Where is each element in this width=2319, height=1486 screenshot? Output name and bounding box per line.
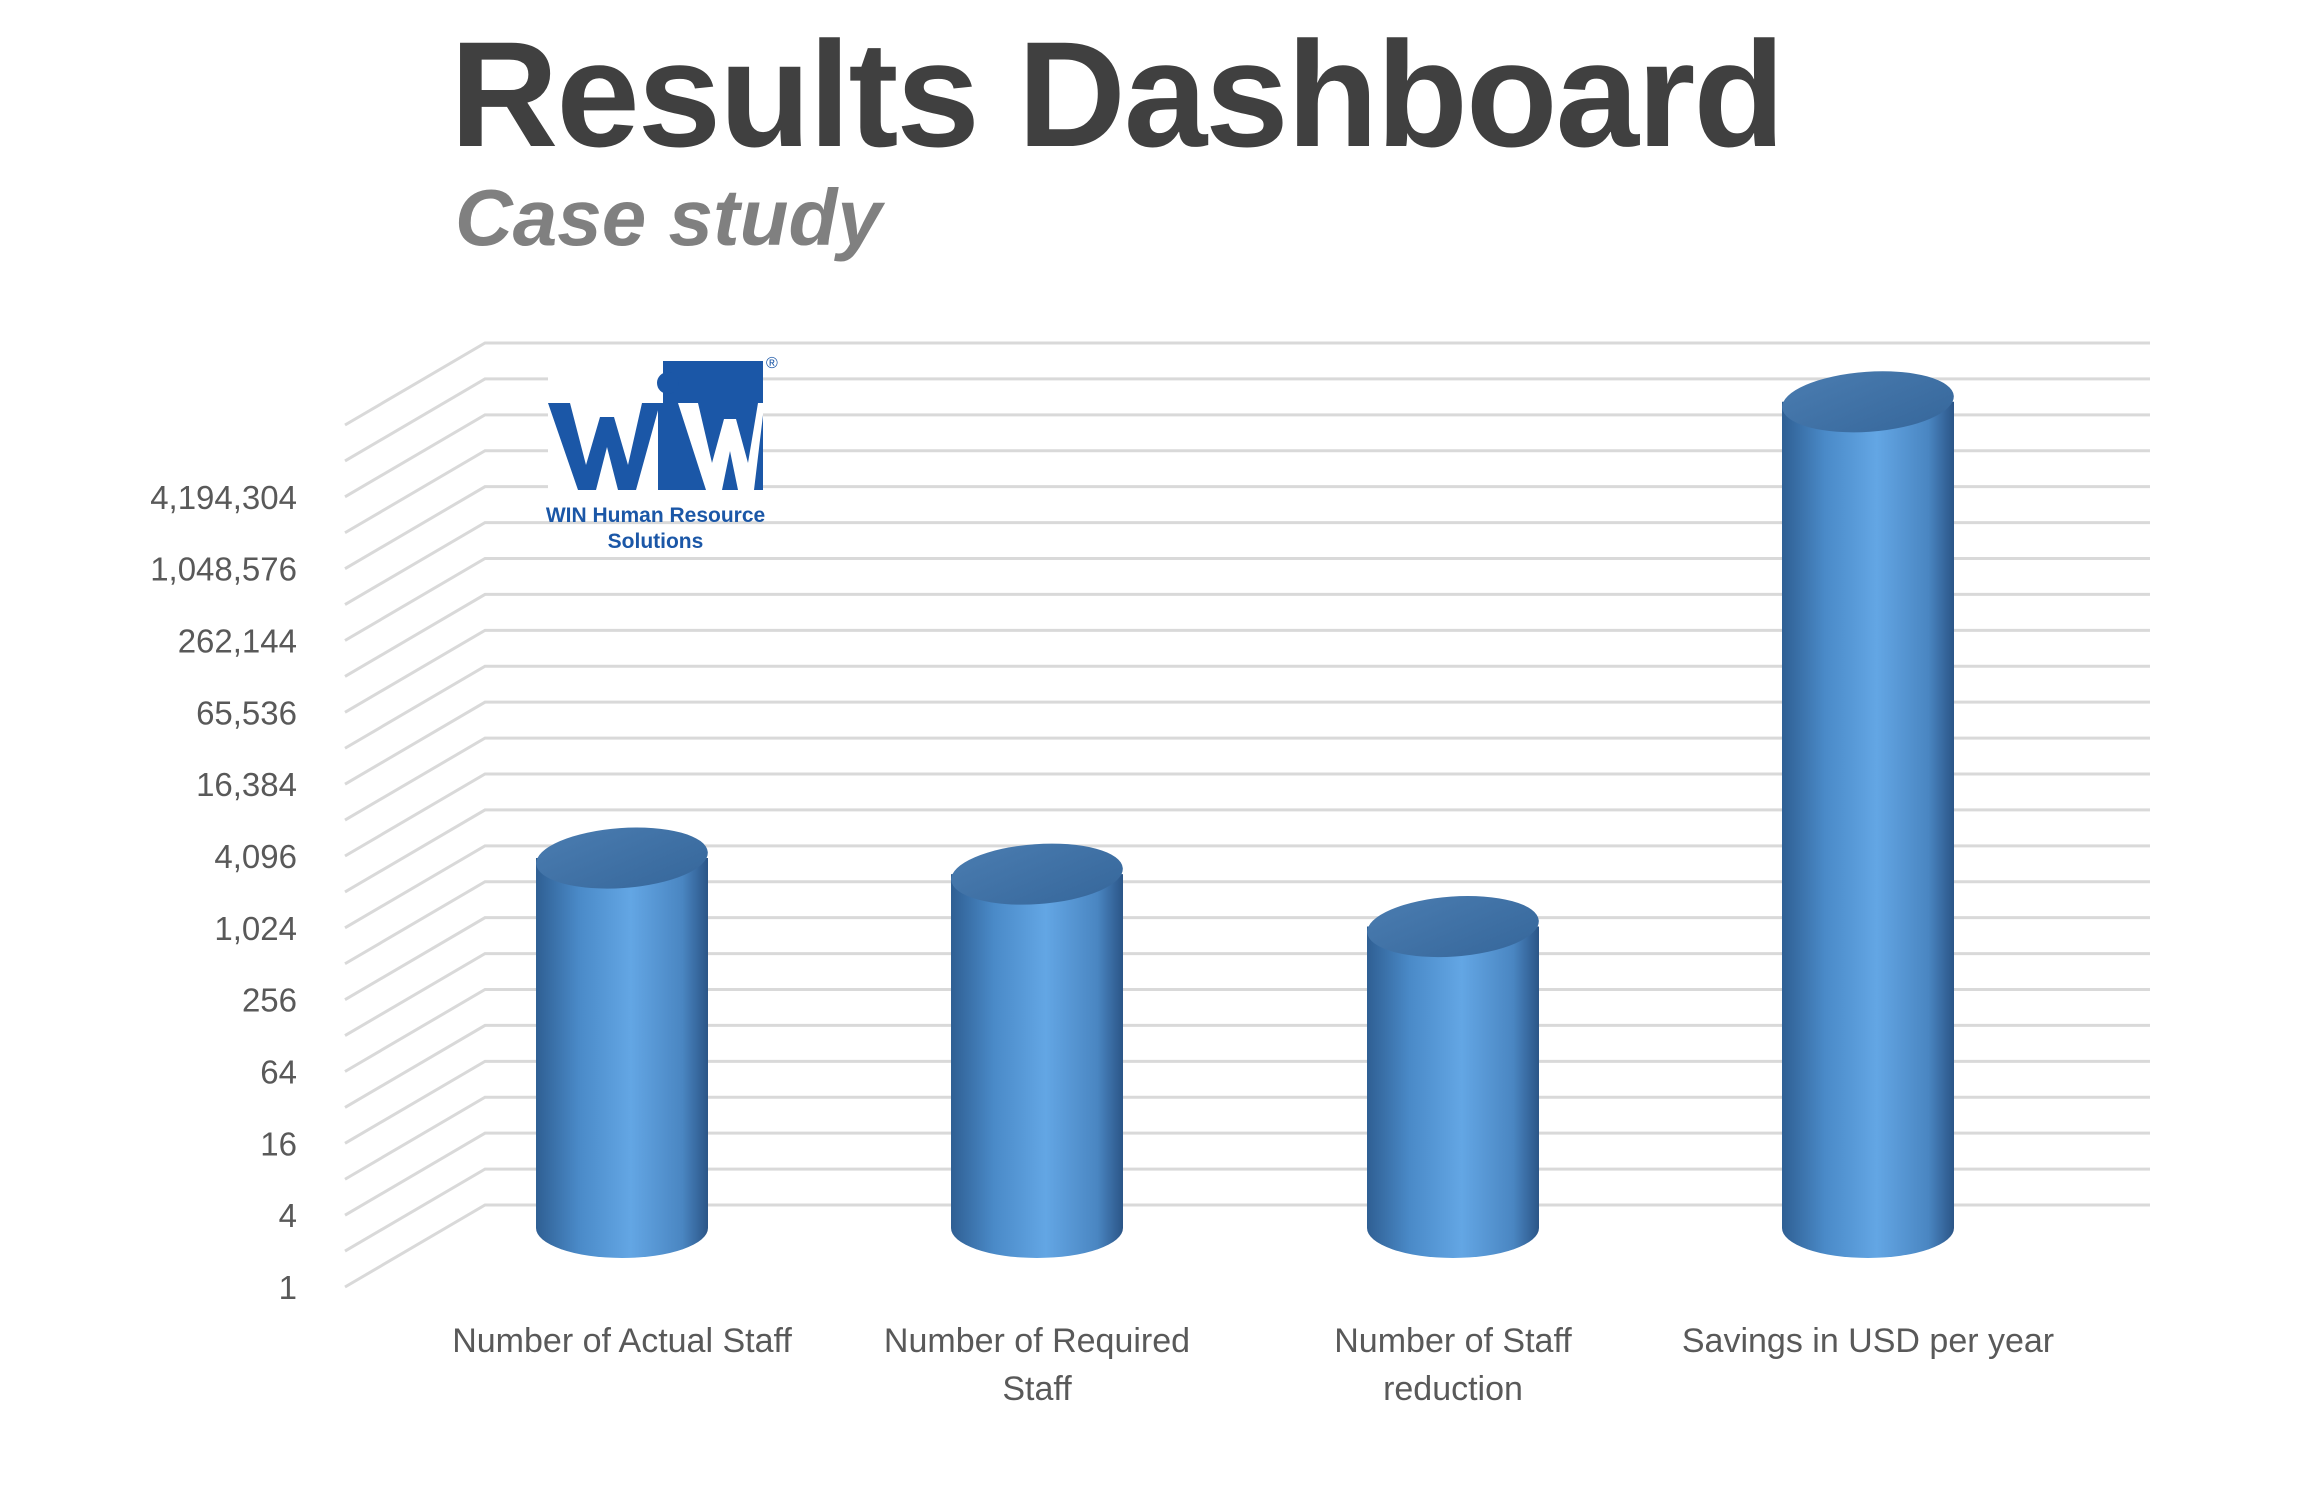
gridline	[344, 413, 2150, 499]
bar	[1367, 896, 1539, 1258]
win-logo-icon	[548, 355, 763, 490]
bars	[536, 371, 1954, 1259]
logo-company-name: WIN Human Resource Solutions	[528, 503, 783, 555]
y-tick-label: 1,048,576	[150, 551, 297, 588]
y-tick-label: 1,024	[214, 910, 297, 947]
bar	[951, 843, 1123, 1258]
gridline	[344, 1167, 2150, 1253]
gridline	[344, 736, 2150, 822]
y-tick-label: 4	[279, 1197, 297, 1234]
gridline	[344, 557, 2150, 642]
x-category-label: reduction	[1383, 1370, 1523, 1408]
gridline	[344, 377, 2150, 463]
y-tick-label: 262,144	[178, 623, 297, 660]
gridline	[344, 700, 2150, 786]
gridline	[344, 952, 2150, 1037]
gridlines	[344, 341, 2150, 1289]
y-tick-label: 4,096	[214, 838, 297, 875]
gridline	[344, 772, 2150, 858]
gridline	[344, 844, 2150, 930]
gridline	[344, 664, 2150, 750]
gridline	[344, 485, 2150, 570]
page-subtitle: Case study	[455, 173, 882, 262]
gridline	[344, 880, 2150, 966]
bar	[1782, 371, 1954, 1259]
gridline	[344, 341, 2150, 427]
logo-company-line-1: WIN Human Resource	[545, 504, 766, 527]
x-category-label: Number of Staff	[1334, 1322, 1572, 1360]
gridline	[344, 1059, 2150, 1145]
gridline	[344, 988, 2150, 1073]
registered-mark: ®	[766, 355, 778, 372]
gridline	[344, 808, 2150, 894]
gridline	[344, 1023, 2150, 1109]
x-category-label: Savings in USD per year	[1682, 1322, 2054, 1360]
page-title: Results Dashboard	[450, 10, 1785, 178]
y-tick-label: 64	[260, 1054, 297, 1091]
gridline	[344, 592, 2150, 678]
y-tick-label: 4,194,304	[150, 479, 297, 516]
gridline	[344, 1131, 2150, 1217]
logo-company-line-2: Solutions	[607, 530, 704, 553]
x-axis-labels: Number of Actual Staff Number of Required…	[452, 1322, 2054, 1408]
gridline	[344, 628, 2150, 714]
y-tick-label: 16	[260, 1125, 297, 1162]
y-tick-label: 1	[279, 1269, 297, 1306]
bar	[536, 827, 708, 1258]
x-category-label: Staff	[1002, 1370, 1072, 1408]
y-tick-label: 16,384	[196, 766, 297, 803]
y-axis-ticks: 1 4 16 64 256 1,024 4,096 16,384 65,536 262,144 1,…	[150, 479, 297, 1306]
gridline	[344, 1095, 2150, 1181]
gridline	[344, 916, 2150, 1001]
gridline	[344, 449, 2150, 535]
x-category-label: Number of Required	[884, 1322, 1190, 1360]
gridline	[344, 521, 2150, 606]
x-category-label: Number of Actual Staff	[452, 1322, 792, 1360]
company-logo: ® WIN Human Resource Solutions	[546, 355, 788, 565]
gridline	[344, 1203, 2150, 1289]
y-tick-label: 256	[242, 982, 297, 1019]
y-tick-label: 65,536	[196, 694, 297, 731]
